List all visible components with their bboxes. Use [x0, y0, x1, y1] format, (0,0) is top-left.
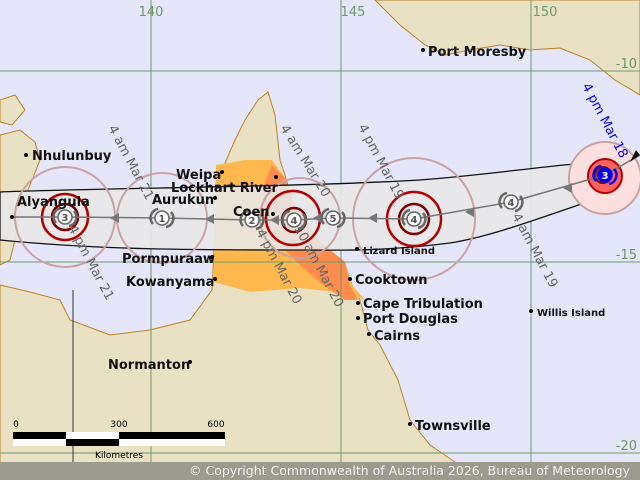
scale-unit: Kilometres — [95, 451, 143, 461]
scale-tick: 300 — [110, 420, 127, 430]
place-label: Lizard Island — [363, 246, 435, 257]
place-marker — [348, 277, 352, 281]
place-label: Townsville — [415, 419, 491, 434]
place-label: Lockhart River — [171, 181, 279, 196]
current-cyclone-symbol: 3 — [592, 164, 618, 186]
place-marker — [10, 215, 14, 219]
grid-label-lon: 140 — [139, 5, 164, 20]
grid-label-lat: -15 — [616, 248, 637, 263]
place-marker — [188, 360, 192, 364]
place-label: Kowanyama — [126, 275, 214, 290]
category-label: 3 — [602, 171, 609, 182]
forecast-cyclone-symbol: 2 — [239, 209, 265, 231]
place-label: Weipa — [176, 168, 221, 183]
place-label: Aurukun — [152, 193, 214, 208]
forecast-cyclone-symbol: 1 — [149, 207, 175, 229]
grid-label-lat: -20 — [616, 439, 637, 454]
grid-label-lat: -10 — [616, 57, 637, 72]
place-marker — [356, 316, 360, 320]
place-label: Cooktown — [355, 273, 427, 288]
category-label: 5 — [330, 214, 337, 225]
scale-tick: 0 — [13, 420, 19, 430]
papua-new-guinea — [374, 0, 640, 96]
place-marker — [274, 175, 278, 179]
forecast-cyclone-symbol: 3 — [52, 206, 78, 228]
track-start-arrow — [630, 150, 640, 162]
place-marker — [408, 422, 412, 426]
place-label: Port Moresby — [428, 45, 527, 60]
forecast-cyclone-symbol: 4 — [401, 208, 427, 230]
forecast-cyclone-symbol: 4 — [281, 209, 307, 231]
place-label: Nhulunbuy — [32, 149, 112, 164]
place-marker — [529, 309, 533, 313]
place-marker — [220, 170, 224, 174]
track-uncertainty-area — [0, 157, 638, 251]
track-arrows — [110, 183, 572, 225]
place-marker — [271, 212, 275, 216]
place-label: Pormpuraaw — [122, 252, 215, 267]
category-label: 3 — [62, 213, 69, 224]
category-label: 1 — [159, 214, 166, 225]
place-marker — [24, 153, 28, 157]
forecast-cyclone-symbol: 5 — [320, 207, 346, 229]
scale-bar: 0 300 600 Kilometres — [13, 420, 225, 461]
copyright-footer: © Copyright Commonwealth of Australia 20… — [0, 462, 640, 480]
place-label: Cairns — [374, 329, 420, 344]
place-marker — [421, 48, 425, 52]
scale-tick: 600 — [207, 420, 224, 430]
place-label: Port Douglas — [363, 312, 458, 327]
category-label: 2 — [249, 216, 256, 227]
place-label: Cape Tribulation — [363, 297, 483, 312]
place-marker — [213, 196, 217, 200]
islands-nw — [0, 94, 26, 126]
place-label: Willis Island — [537, 308, 605, 319]
forecast-cyclone-symbol: 4 — [498, 191, 524, 213]
place-label: Alyangula — [17, 195, 90, 210]
category-label: 4 — [508, 198, 515, 209]
grid-label-lon: 150 — [533, 5, 558, 20]
place-marker — [367, 332, 371, 336]
place-marker — [213, 277, 217, 281]
grid-label-lon: 145 — [341, 5, 366, 20]
place-marker — [210, 255, 214, 259]
place-label: Coen — [233, 205, 270, 220]
place-marker — [355, 247, 359, 251]
place-label: Normanton — [108, 358, 190, 373]
place-marker — [356, 301, 360, 305]
category-label: 4 — [291, 216, 298, 227]
category-label: 4 — [411, 215, 418, 226]
